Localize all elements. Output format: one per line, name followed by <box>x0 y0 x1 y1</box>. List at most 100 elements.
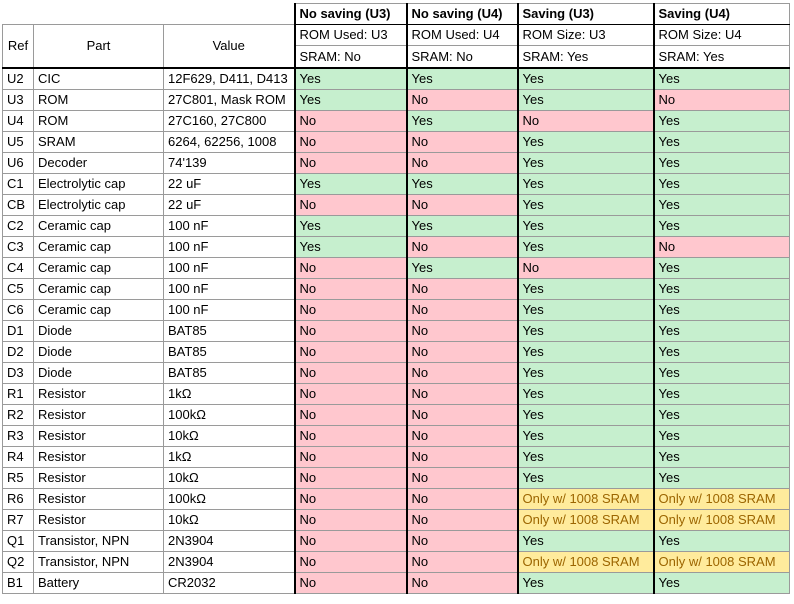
status-cell-saving-u4[interactable]: Yes <box>652 404 790 426</box>
value-cell[interactable]: BAT85 <box>163 341 295 363</box>
part-cell[interactable]: Decoder <box>33 152 164 174</box>
status-cell-saving-u4[interactable]: Only w/ 1008 SRAM <box>652 509 790 531</box>
value-cell[interactable]: 27C801, Mask ROM <box>163 89 295 111</box>
status-cell-no-saving-u3[interactable]: No <box>293 404 407 426</box>
status-cell-no-saving-u3[interactable]: No <box>293 572 407 594</box>
status-cell-no-saving-u4[interactable]: No <box>405 572 518 594</box>
status-cell-no-saving-u3[interactable]: No <box>293 530 407 552</box>
status-cell-no-saving-u3[interactable]: No <box>293 152 407 174</box>
status-cell-no-saving-u4[interactable]: No <box>405 467 518 489</box>
value-cell[interactable]: 2N3904 <box>163 551 295 573</box>
status-cell-saving-u3[interactable]: Yes <box>516 383 654 405</box>
ref-cell[interactable]: R4 <box>2 446 34 468</box>
status-cell-saving-u4[interactable]: Yes <box>652 110 790 132</box>
status-cell-no-saving-u4[interactable]: No <box>405 383 518 405</box>
status-cell-saving-u4[interactable]: Yes <box>652 383 790 405</box>
status-cell-saving-u3[interactable]: Yes <box>516 194 654 216</box>
status-cell-no-saving-u3[interactable]: No <box>293 488 407 510</box>
part-cell[interactable]: Resistor <box>33 488 164 510</box>
group-sram-saving-u3[interactable]: SRAM: Yes <box>516 45 654 70</box>
status-cell-no-saving-u4[interactable]: No <box>405 299 518 321</box>
status-cell-saving-u4[interactable]: No <box>652 236 790 258</box>
status-cell-no-saving-u4[interactable]: No <box>405 362 518 384</box>
ref-cell[interactable]: U5 <box>2 131 34 153</box>
status-cell-no-saving-u3[interactable]: Yes <box>293 215 407 237</box>
status-cell-no-saving-u3[interactable]: No <box>293 257 407 279</box>
status-cell-saving-u3[interactable]: Yes <box>516 236 654 258</box>
ref-cell[interactable]: C5 <box>2 278 34 300</box>
ref-cell[interactable]: U3 <box>2 89 34 111</box>
ref-cell[interactable]: D3 <box>2 362 34 384</box>
status-cell-no-saving-u3[interactable]: No <box>293 551 407 573</box>
part-cell[interactable]: Ceramic cap <box>33 278 164 300</box>
group-rom-no-saving-u3[interactable]: ROM Used: U3 <box>293 23 407 47</box>
status-cell-no-saving-u4[interactable]: No <box>405 320 518 342</box>
status-cell-saving-u3[interactable]: Yes <box>516 404 654 426</box>
value-cell[interactable]: BAT85 <box>163 320 295 342</box>
value-cell[interactable]: 74'139 <box>163 152 295 174</box>
status-cell-no-saving-u4[interactable]: No <box>405 278 518 300</box>
status-cell-saving-u4[interactable]: Yes <box>652 152 790 174</box>
part-cell[interactable]: Ceramic cap <box>33 236 164 258</box>
status-cell-saving-u3[interactable]: Yes <box>516 467 654 489</box>
status-cell-no-saving-u3[interactable]: No <box>293 278 407 300</box>
status-cell-saving-u4[interactable]: Yes <box>652 173 790 195</box>
group-title-no-saving-u4[interactable]: No saving (U4) <box>405 3 518 25</box>
part-cell[interactable]: ROM <box>33 110 164 132</box>
status-cell-saving-u4[interactable]: Yes <box>652 572 790 594</box>
status-cell-saving-u4[interactable]: Yes <box>652 362 790 384</box>
ref-cell[interactable]: D2 <box>2 341 34 363</box>
status-cell-no-saving-u4[interactable]: Yes <box>405 67 518 90</box>
value-cell[interactable]: 1kΩ <box>163 446 295 468</box>
status-cell-no-saving-u3[interactable]: No <box>293 446 407 468</box>
status-cell-saving-u3[interactable]: Yes <box>516 362 654 384</box>
status-cell-no-saving-u3[interactable]: Yes <box>293 67 407 90</box>
status-cell-no-saving-u4[interactable]: No <box>405 89 518 111</box>
status-cell-saving-u3[interactable]: Yes <box>516 67 654 90</box>
status-cell-saving-u3[interactable]: Yes <box>516 530 654 552</box>
value-cell[interactable]: 27C160, 27C800 <box>163 110 295 132</box>
ref-cell[interactable]: D1 <box>2 320 34 342</box>
part-cell[interactable]: Transistor, NPN <box>33 551 164 573</box>
status-cell-saving-u3[interactable]: Only w/ 1008 SRAM <box>516 488 654 510</box>
group-sram-saving-u4[interactable]: SRAM: Yes <box>652 45 790 70</box>
ref-cell[interactable]: B1 <box>2 572 34 594</box>
value-cell[interactable]: 22 uF <box>163 194 295 216</box>
part-cell[interactable]: Ceramic cap <box>33 215 164 237</box>
status-cell-saving-u4[interactable]: Yes <box>652 467 790 489</box>
column-header-part[interactable]: Part <box>33 24 164 69</box>
part-cell[interactable]: Resistor <box>33 404 164 426</box>
status-cell-no-saving-u3[interactable]: No <box>293 425 407 447</box>
status-cell-no-saving-u4[interactable]: No <box>405 131 518 153</box>
value-cell[interactable]: 10kΩ <box>163 425 295 447</box>
status-cell-saving-u3[interactable]: Yes <box>516 299 654 321</box>
column-header-ref[interactable]: Ref <box>2 24 34 69</box>
status-cell-saving-u4[interactable]: Yes <box>652 67 790 90</box>
status-cell-no-saving-u3[interactable]: No <box>293 110 407 132</box>
status-cell-saving-u4[interactable]: Yes <box>652 278 790 300</box>
ref-cell[interactable]: Q1 <box>2 530 34 552</box>
group-rom-saving-u4[interactable]: ROM Size: U4 <box>652 23 790 47</box>
part-cell[interactable]: ROM <box>33 89 164 111</box>
status-cell-no-saving-u3[interactable]: No <box>293 299 407 321</box>
status-cell-no-saving-u4[interactable]: No <box>405 488 518 510</box>
value-cell[interactable]: 12F629, D411, D413 <box>163 67 295 90</box>
ref-cell[interactable]: U2 <box>2 67 34 90</box>
status-cell-saving-u4[interactable]: No <box>652 89 790 111</box>
part-cell[interactable]: Diode <box>33 362 164 384</box>
group-title-saving-u4[interactable]: Saving (U4) <box>652 3 790 25</box>
value-cell[interactable]: 100kΩ <box>163 404 295 426</box>
status-cell-saving-u4[interactable]: Only w/ 1008 SRAM <box>652 551 790 573</box>
value-cell[interactable]: 100 nF <box>163 257 295 279</box>
ref-cell[interactable]: R7 <box>2 509 34 531</box>
ref-cell[interactable]: U4 <box>2 110 34 132</box>
ref-cell[interactable]: C1 <box>2 173 34 195</box>
status-cell-saving-u3[interactable]: Yes <box>516 341 654 363</box>
status-cell-no-saving-u4[interactable]: No <box>405 236 518 258</box>
part-cell[interactable]: Battery <box>33 572 164 594</box>
status-cell-no-saving-u4[interactable]: No <box>405 404 518 426</box>
value-cell[interactable]: 22 uF <box>163 173 295 195</box>
ref-cell[interactable]: U6 <box>2 152 34 174</box>
value-cell[interactable]: 1kΩ <box>163 383 295 405</box>
status-cell-no-saving-u3[interactable]: No <box>293 194 407 216</box>
